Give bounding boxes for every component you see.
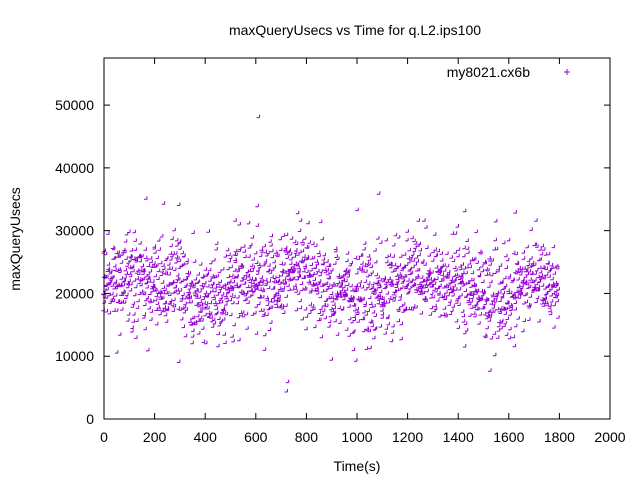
x-tick-label: 1800 bbox=[544, 429, 575, 445]
legend-marker bbox=[564, 69, 570, 75]
legend-plus-icon bbox=[564, 69, 570, 75]
scatter-points bbox=[101, 114, 560, 393]
y-tick-label: 40000 bbox=[55, 160, 94, 176]
x-tick-label: 1000 bbox=[341, 429, 372, 445]
y-tick-label: 50000 bbox=[55, 97, 94, 113]
y-axis: 0 10000 20000 30000 40000 50000 bbox=[55, 97, 610, 427]
x-tick-label: 2000 bbox=[594, 429, 625, 445]
x-tick-label: 600 bbox=[244, 429, 268, 445]
x-tick-label: 400 bbox=[194, 429, 218, 445]
legend: my8021.cx6b bbox=[447, 64, 570, 80]
y-axis-label: maxQueryUsecs bbox=[7, 187, 23, 290]
x-tick-label: 1200 bbox=[392, 429, 423, 445]
x-tick-label: 800 bbox=[295, 429, 319, 445]
y-tick-label: 10000 bbox=[55, 348, 94, 364]
legend-label: my8021.cx6b bbox=[447, 64, 530, 80]
y-tick-label: 0 bbox=[86, 411, 94, 427]
chart-title: maxQueryUsecs vs Time for q.L2.ips100 bbox=[229, 22, 481, 38]
x-tick-label: 200 bbox=[143, 429, 167, 445]
x-axis-label: Time(s) bbox=[334, 458, 381, 474]
series-points bbox=[101, 114, 560, 393]
x-tick-label: 1600 bbox=[493, 429, 524, 445]
x-axis: 0 200 400 600 800 1000 1200 1400 1600 1800 2000 bbox=[100, 58, 626, 445]
y-tick-label: 30000 bbox=[55, 223, 94, 239]
plot-frame bbox=[103, 57, 611, 420]
y-tick-label: 20000 bbox=[55, 285, 94, 301]
x-tick-label: 1400 bbox=[443, 429, 474, 445]
x-tick-label: 0 bbox=[100, 429, 108, 445]
